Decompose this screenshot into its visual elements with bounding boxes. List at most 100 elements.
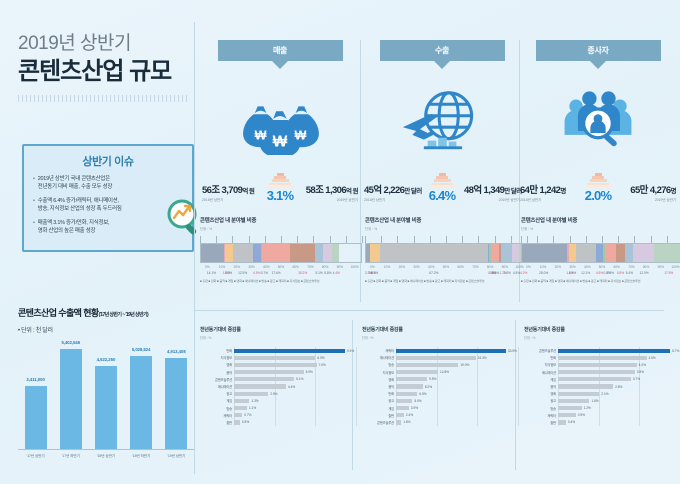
stack-segment <box>653 244 680 262</box>
bar-value-label: 5,402,546 <box>61 340 81 346</box>
row-value-label: 1.6% <box>591 398 599 403</box>
row-value-label: 1.6% <box>403 420 411 425</box>
segment-value-label: 12.1% <box>581 271 591 275</box>
bar-value-label: 3,411,000 <box>26 377 45 383</box>
row-bar <box>396 398 413 403</box>
row-bar <box>234 348 345 353</box>
axis-tick-label: 20% <box>233 265 240 269</box>
tick-mark <box>381 236 383 243</box>
stacked-bar-chart-employment: 0% 10% 20% 30% 40% 50% 60% 70% 80% 90% 100% 28.0% 1… <box>521 236 680 283</box>
share-block-employment: 콘텐츠산업 내 분야별 비중 단위 : % 0% 10% 20% 30% 40% 50% 6… <box>521 216 680 283</box>
figure-caption: 2019년 상반기 <box>654 198 677 203</box>
bar: 5,402,546 <box>59 340 82 449</box>
share-title: 콘텐츠산업 내 분야별 비중 <box>365 218 422 224</box>
growth-percent: 6.4% <box>428 188 456 204</box>
stacked-bar-chart-sales: 0% 10% 20% 30% 40% 50% 60% 70% 80% 90% 100% 14.1% 1… <box>200 236 363 283</box>
figure-current-employment: 65만 4,276명 2019년 상반기 <box>621 182 676 203</box>
x-axis-label: '18년 상반기 <box>96 454 116 458</box>
tick-mark <box>429 236 431 243</box>
tick-mark <box>553 236 555 243</box>
chart-row: 콘텐츠솔루션 5.1% <box>215 376 360 383</box>
segment-value-label: 17.5% <box>664 271 674 275</box>
segment-value-label: 5.1% <box>315 271 323 275</box>
yoy-title: 전년동기대비 증감률 <box>362 327 403 333</box>
segment-value-label: 6.1% <box>370 271 379 275</box>
row-bar <box>558 370 635 375</box>
stack-ticks <box>200 236 363 243</box>
chart-row: 지식정보 6.9% <box>221 354 360 361</box>
grid-line <box>477 347 478 427</box>
figure-caption: 2018년 상반기 <box>202 198 224 203</box>
stack-segment <box>615 244 625 262</box>
figure-previous-sales: 56조 3,709억 원 2018년 상반기 <box>202 182 257 203</box>
row-label: 영화 <box>550 392 556 397</box>
row-bar <box>396 406 409 411</box>
segment-value-label: 4.2% <box>520 271 528 275</box>
magnifier-chart-icon <box>167 199 197 235</box>
issue-text: 매출액 3.1% 증가/만화, 지식정보, 영화 산업의 높은 매출 성장 <box>37 219 110 234</box>
row-label: 출판 <box>226 420 232 425</box>
stat-panel-employment: 종사자 64만 1,242명 <box>518 40 678 203</box>
row-bar <box>234 413 243 418</box>
panel-label-export: 수출 <box>379 40 505 61</box>
chart-row: 만화 6.5% <box>388 390 522 397</box>
row-value-label: 7.0% <box>318 362 326 367</box>
row-value-label: 33.5% <box>507 348 517 353</box>
segment-value-label: 7.0% <box>503 271 511 275</box>
row-label: 방송 <box>388 363 394 368</box>
tick-mark <box>527 236 528 243</box>
chart-row: 광고 2.9% <box>226 390 360 397</box>
issues-list: • 2019년 상반기 국내 콘텐츠산업은 전년동기 대비 매출, 수출 모두 … <box>33 175 184 235</box>
axis-tick-label: 30% <box>569 265 576 269</box>
row-label: 출판 <box>550 420 556 425</box>
segment-value-label: 67.2% <box>429 271 439 275</box>
share-title: 콘텐츠산업 내 분야별 비중 <box>521 218 578 224</box>
chart-row: 영화 2.1% <box>550 390 680 397</box>
tick-mark <box>365 236 366 243</box>
divider-vertical-3 <box>519 40 520 302</box>
tick-mark <box>264 236 266 243</box>
divider-vertical-5 <box>515 320 516 470</box>
bar-value-label: 4,522,250 <box>96 356 116 362</box>
grid-line <box>639 347 640 427</box>
row-bar <box>396 377 428 382</box>
bar: 4,522,250 <box>94 357 117 449</box>
row-value-label: 1.2% <box>583 406 591 411</box>
stack-ticks <box>365 236 528 243</box>
axis-tick-label: 40% <box>428 265 435 269</box>
tick-mark <box>313 236 315 243</box>
yoy-title: 전년동기대비 증감률 <box>524 327 565 333</box>
divider-vertical-1 <box>194 22 195 474</box>
stack-segment <box>633 244 654 262</box>
pyramid-icon <box>427 173 457 189</box>
row-label: 캐릭터 <box>547 413 557 418</box>
axis-tick-label: 90% <box>657 265 665 269</box>
pyramid-icon <box>583 173 613 189</box>
row-label: 만화 <box>550 356 556 361</box>
segment-value-label: 4.4% <box>568 271 577 275</box>
row-value-label: 3.9% <box>410 406 419 411</box>
chart-row: 출판 0.5% <box>226 419 360 426</box>
axis-tick-label: 20% <box>554 265 561 269</box>
stacked-bar <box>200 243 362 263</box>
x-axis-label: '17년 하반기 <box>61 454 80 458</box>
row-value-label: 9.5% <box>429 377 437 382</box>
stack-segment <box>314 244 323 262</box>
grid-line <box>315 347 316 427</box>
stack-axis: 0% 10% 20% 30% 40% 50% 60% 70% 80% 90% 100% <box>521 265 680 269</box>
header-rule <box>18 95 190 103</box>
row-label: 지식정보 <box>544 363 556 368</box>
row-label: 광고 <box>226 392 232 397</box>
row-bar <box>558 413 576 418</box>
grid-line <box>436 347 438 427</box>
row-value-label: 19.0% <box>460 362 470 367</box>
stack-segment <box>576 244 596 262</box>
yoy-unit: 단위 : % <box>200 336 212 340</box>
axis-tick-label: 50% <box>598 265 606 269</box>
row-label: 콘텐츠솔루션 <box>215 377 232 382</box>
chart-row: 만화 9.4% <box>226 347 360 354</box>
yoy-chart-employment: 전년동기대비 증감률 단위 : % 콘텐츠솔루션 5.7% 만화 4.5% 지식정보 4.… <box>524 326 680 427</box>
figure-unit: 명 <box>670 188 677 196</box>
row-label: 광고 <box>388 399 394 404</box>
money-bags-icon: ₩ ₩ ₩ <box>200 75 360 167</box>
